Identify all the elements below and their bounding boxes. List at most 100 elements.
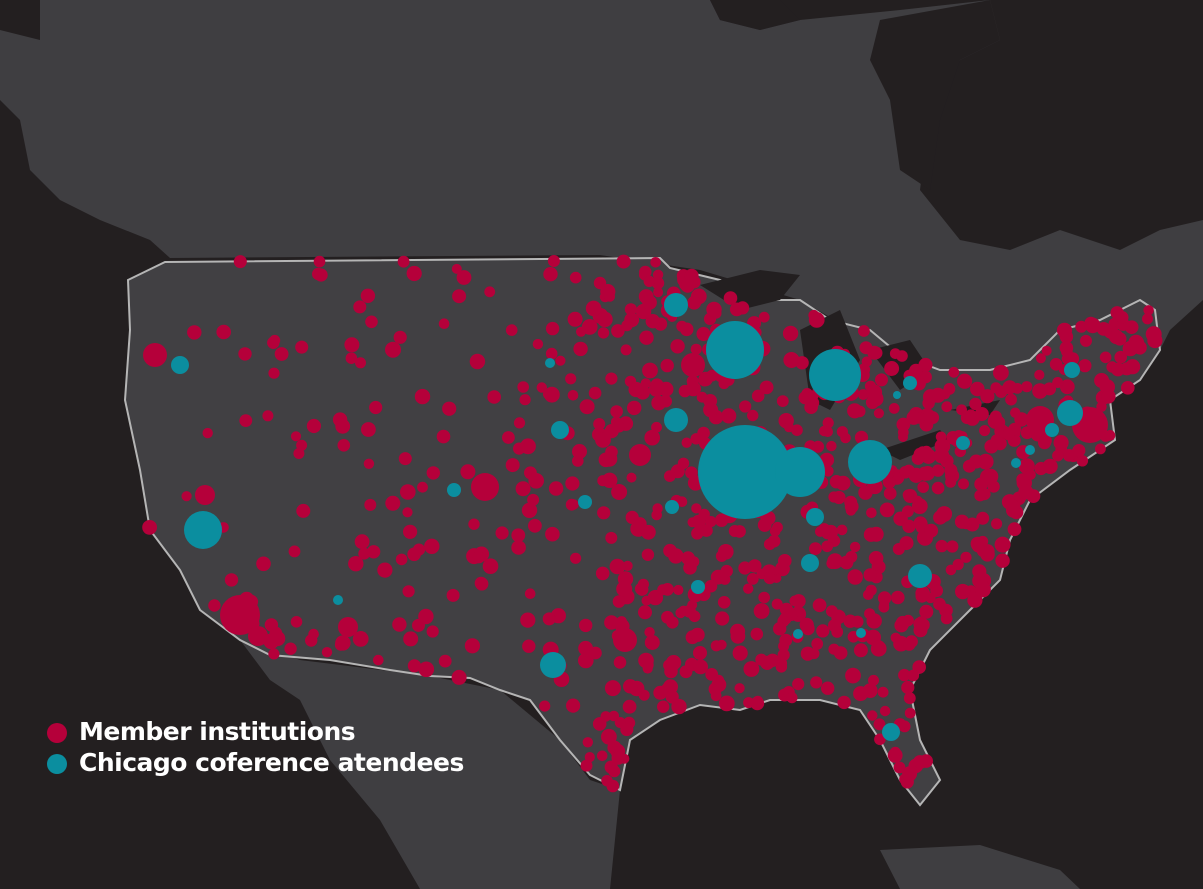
member-dot <box>597 475 609 487</box>
member-dot <box>216 324 231 340</box>
attendee-dot <box>698 425 792 519</box>
member-dot <box>931 481 945 495</box>
attendee-dot <box>333 595 343 605</box>
member-dot <box>685 466 698 480</box>
member-dot <box>883 487 897 500</box>
member-dot <box>895 615 910 630</box>
member-dot <box>446 588 460 602</box>
member-dot <box>639 330 654 345</box>
member-dot <box>857 389 869 400</box>
member-dot <box>879 705 891 717</box>
member-dot <box>238 347 252 361</box>
member-dot <box>589 646 602 660</box>
member-dot <box>922 396 935 410</box>
member-dot <box>644 635 660 650</box>
member-dot <box>946 540 959 553</box>
member-dot <box>290 616 303 628</box>
member-dot <box>1034 369 1045 380</box>
member-dot <box>967 592 983 608</box>
member-dot <box>866 507 877 519</box>
member-dot <box>373 654 384 666</box>
member-dot <box>718 378 730 390</box>
member-dot <box>898 432 908 442</box>
member-dot <box>1132 340 1147 355</box>
member-dot <box>566 698 581 713</box>
member-dot <box>721 408 737 424</box>
member-dot <box>505 458 520 473</box>
member-dot <box>984 472 997 485</box>
member-dot <box>994 536 1011 553</box>
member-dot <box>505 324 518 336</box>
member-dot <box>738 561 752 575</box>
member-dot <box>792 678 805 691</box>
member-dot <box>524 588 536 599</box>
attendee-dot <box>956 436 970 450</box>
member-dot <box>706 369 718 382</box>
member-dot <box>224 573 239 587</box>
member-dot <box>714 513 729 527</box>
member-dot <box>867 710 878 721</box>
member-dot <box>691 503 702 514</box>
member-dot <box>984 439 999 454</box>
attendee-dot <box>578 495 592 509</box>
member-dot <box>980 389 995 404</box>
member-dot <box>863 568 877 582</box>
member-dot <box>377 562 393 578</box>
member-dot <box>629 444 651 466</box>
legend-label: Member institutions <box>79 717 355 746</box>
member-dot <box>734 683 745 694</box>
dots-layer <box>142 254 1163 793</box>
member-dot <box>418 608 434 625</box>
member-dot <box>239 414 253 427</box>
member-dot <box>274 347 289 361</box>
member-dot <box>872 640 885 652</box>
member-dot <box>584 752 595 763</box>
attendee-dot <box>691 580 705 594</box>
member-dot <box>769 525 781 537</box>
member-dot <box>916 618 930 632</box>
member-dot <box>353 300 367 314</box>
member-dot <box>460 464 476 480</box>
attendee-dot <box>809 349 861 401</box>
member-dot <box>288 545 301 558</box>
member-dot <box>513 417 526 429</box>
member-dot <box>718 544 734 560</box>
member-dot <box>517 381 529 393</box>
member-dot <box>847 569 863 585</box>
member-dot <box>680 278 695 293</box>
member-dot <box>522 639 536 653</box>
member-dot <box>653 287 664 298</box>
member-dot <box>1059 341 1074 355</box>
member-dot <box>970 381 985 397</box>
member-dot <box>681 437 692 448</box>
member-dot <box>867 345 882 360</box>
attendee-dot <box>856 628 866 638</box>
member-dot <box>1121 381 1135 395</box>
attendee-dot <box>447 483 461 497</box>
member-dot <box>991 518 1003 530</box>
member-dot <box>634 582 648 595</box>
member-dot <box>1114 350 1127 364</box>
member-dot <box>624 303 638 316</box>
member-dot <box>943 383 956 395</box>
member-dot <box>958 478 969 490</box>
member-dot <box>979 425 991 437</box>
member-dot <box>548 481 564 496</box>
member-dot <box>511 540 526 555</box>
member-dot <box>344 337 360 353</box>
member-dot <box>1125 359 1141 375</box>
member-dot <box>933 448 950 464</box>
member-dot <box>758 311 770 323</box>
member-dot <box>936 506 953 522</box>
member-dot <box>593 418 606 430</box>
member-dot <box>621 319 633 332</box>
member-dot <box>313 255 326 268</box>
member-dot <box>220 595 260 635</box>
member-dot <box>414 388 431 405</box>
member-dot <box>962 459 976 473</box>
member-dot <box>605 531 618 544</box>
member-dot <box>187 325 202 340</box>
member-dot <box>977 545 988 557</box>
attendee-dot <box>545 358 555 368</box>
